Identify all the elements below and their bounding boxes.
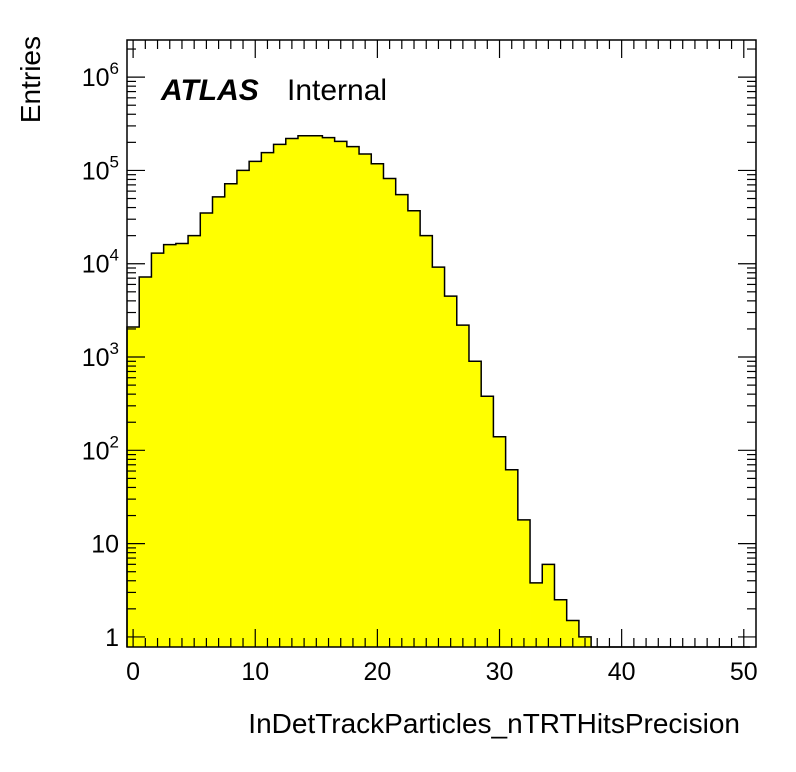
histogram-bar (530, 582, 543, 647)
histogram-bar (444, 296, 458, 647)
histogram-bar (188, 235, 201, 647)
histogram-bar (383, 178, 397, 647)
y-tick-label: 103 (82, 339, 119, 372)
histogram-bar (505, 469, 519, 647)
histogram-bar (481, 396, 494, 647)
y-tick-label: 10 (91, 531, 119, 559)
histogram-bar (334, 141, 348, 648)
histogram-bar (420, 235, 433, 647)
histogram-bar (163, 244, 177, 647)
histogram-bar (566, 620, 580, 647)
histogram-bar (212, 196, 226, 647)
histogram-bar (151, 253, 165, 647)
histogram-bar (139, 277, 152, 647)
histogram-bar (517, 519, 531, 647)
x-tick-label: 20 (363, 658, 391, 686)
y-tick-label: 106 (82, 59, 119, 92)
y-tick-label: 105 (82, 152, 119, 185)
y-tick-labels: 1 10 102 103 104 105 106 (82, 59, 119, 652)
atlas-label: ATLAS (160, 74, 259, 107)
histogram-bar (359, 153, 372, 647)
histogram-bar (542, 564, 555, 647)
histogram-bar (456, 325, 470, 647)
y-axis-title: Entries (15, 36, 46, 123)
plot-frame (126, 39, 757, 648)
histogram-bar (346, 146, 360, 647)
histogram-bar (224, 183, 238, 647)
histogram-bar (432, 267, 445, 647)
histogram-bar (273, 144, 287, 647)
x-tick-label: 10 (241, 658, 269, 686)
x-axis-title: InDetTrackParticles_nTRTHitsPrecision (248, 708, 740, 739)
histogram-bars (127, 135, 592, 648)
histogram-bar (285, 138, 299, 647)
histogram-bar (554, 599, 568, 647)
histogram-bar (310, 135, 323, 647)
y-tick-label: 104 (82, 246, 119, 279)
x-tick-label: 0 (126, 658, 140, 686)
histogram-bar (493, 436, 507, 647)
histogram-bar (322, 137, 336, 647)
axis-ticks (127, 40, 756, 647)
histogram-bar (297, 135, 311, 647)
y-tick-label: 1 (105, 624, 119, 652)
histogram-bar (261, 152, 274, 647)
histogram-bar (200, 212, 213, 647)
histogram-bar (407, 210, 421, 647)
x-tick-label: 40 (608, 658, 636, 686)
histogram-outline (126, 135, 750, 648)
histogram-bar (468, 361, 482, 647)
internal-label: Internal (287, 74, 387, 107)
histogram-bar (249, 161, 262, 647)
histogram-bar (236, 170, 250, 647)
x-tick-labels: 0 10 20 30 40 50 (126, 658, 758, 686)
histogram-bar (175, 243, 189, 647)
y-tick-label: 102 (82, 432, 119, 465)
x-tick-label: 50 (730, 658, 758, 686)
histogram-bar (395, 194, 409, 647)
histogram-bar (371, 163, 384, 647)
x-tick-label: 30 (486, 658, 514, 686)
